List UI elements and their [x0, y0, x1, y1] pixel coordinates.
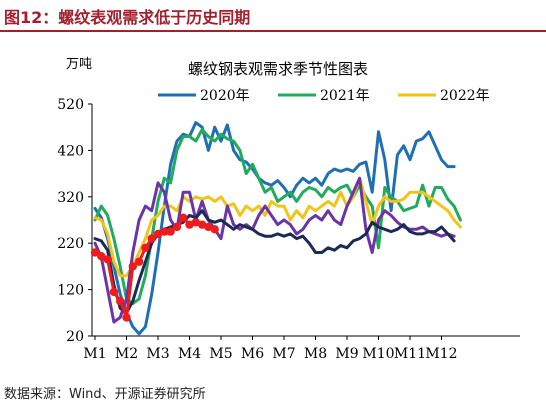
y-tick-label: 120	[57, 283, 84, 299]
x-tick-label: M8	[304, 346, 327, 362]
x-tick-label: M9	[335, 346, 358, 362]
chart-legend: 2020年 2021年 2022年	[158, 88, 490, 104]
chart-series	[90, 121, 462, 336]
series-line-2020年	[93, 121, 456, 336]
y-tick-label: 20	[66, 329, 84, 345]
data-point-marker	[90, 248, 100, 257]
x-tick-label: M11	[394, 346, 426, 362]
data-point-marker	[109, 287, 119, 297]
data-point-marker	[160, 227, 169, 236]
y-tick-label: 420	[57, 143, 84, 159]
data-point-marker	[204, 222, 213, 232]
data-point-marker	[153, 229, 163, 239]
x-tick-label: M10	[362, 346, 394, 362]
series-line-2022年	[93, 176, 462, 278]
data-point-marker	[191, 218, 200, 227]
data-point-marker	[141, 243, 150, 253]
data-point-marker	[103, 255, 112, 264]
chart-title: 螺纹钢表观需求季节性图表	[188, 60, 368, 78]
data-point-marker	[179, 213, 188, 222]
legend-label: 2022年	[440, 88, 490, 104]
x-tick-label: M2	[115, 346, 138, 362]
x-tick-label: M7	[272, 346, 295, 362]
x-tick-label: M3	[146, 346, 169, 362]
data-point-marker	[172, 222, 182, 232]
heading-rule	[0, 30, 546, 32]
x-tick-label: M5	[209, 346, 232, 362]
y-unit-label: 万吨	[66, 57, 92, 72]
data-point-marker	[197, 220, 207, 229]
seasonal-chart: 万吨 螺纹钢表观需求季节性图表 2020年 2021年 2022年 20 120 220…	[57, 57, 520, 362]
x-tick-label: M12	[425, 346, 457, 362]
data-point-marker	[147, 234, 156, 243]
data-point-marker	[166, 227, 175, 236]
x-tick-label: M4	[178, 346, 201, 362]
data-point-marker	[122, 313, 131, 322]
data-point-marker	[210, 225, 219, 234]
data-point-marker	[134, 257, 144, 266]
data-point-marker	[97, 251, 106, 261]
x-tick-label: M1	[83, 346, 106, 362]
data-point-marker	[128, 262, 137, 271]
y-tick-label: 320	[57, 190, 84, 206]
data-point-marker	[185, 220, 194, 229]
y-tick-label: 220	[57, 236, 84, 252]
series-line-unlabeled-3	[93, 176, 456, 324]
y-tick-label: 520	[57, 97, 84, 113]
data-point-marker	[116, 297, 125, 306]
figure-heading: 图12：螺纹表观需求低于历史同期	[4, 8, 251, 27]
source-note: 数据来源：Wind、开源证券研究所	[4, 387, 206, 402]
legend-label: 2020年	[200, 88, 250, 104]
series-line-2021年	[93, 128, 462, 305]
legend-label: 2021年	[320, 88, 370, 104]
x-tick-label: M6	[241, 346, 264, 362]
